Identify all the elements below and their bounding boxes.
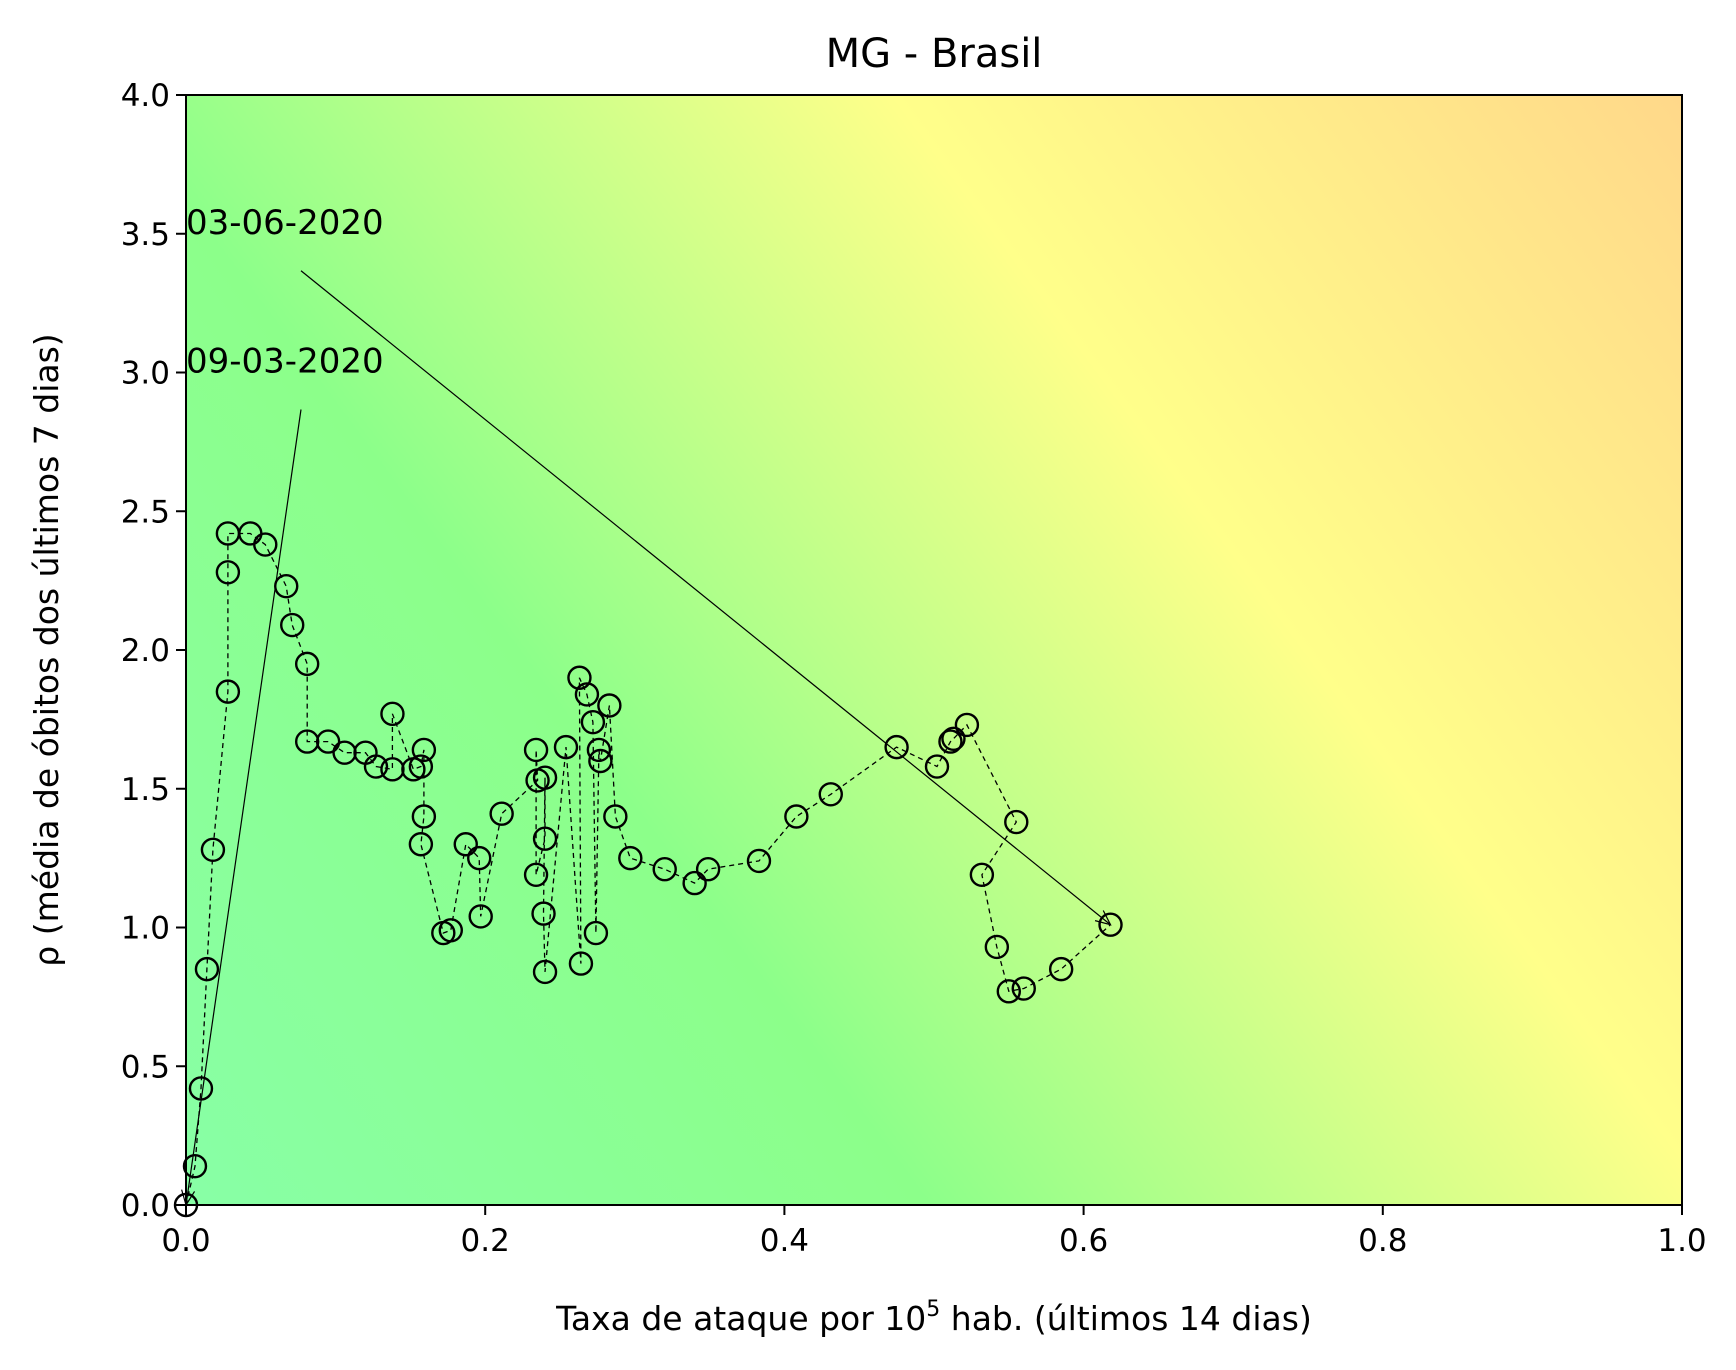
y-axis-ticks: 0.0 0.5 1.0 1.5 2.0 2.5 3.0 3.5 4.0: [121, 78, 186, 1224]
y-axis-title: ρ (média de óbitos dos últimos 7 dias): [27, 333, 66, 966]
y-tick-label: 1.0: [121, 911, 170, 947]
data-point: [818, 782, 843, 807]
data-point: [1048, 956, 1074, 982]
annotation-arrow-line: [300, 270, 1111, 926]
y-tick-label: 0.5: [121, 1049, 170, 1085]
data-point: [363, 754, 389, 779]
data-point: [411, 804, 437, 829]
data-point: [523, 862, 549, 887]
data-point: [618, 845, 643, 871]
data-point: [969, 862, 995, 887]
data-point: [215, 679, 241, 704]
data-point: [568, 951, 594, 976]
y-tick-label: 2.0: [121, 633, 170, 669]
data-point: [682, 870, 707, 896]
data-point: [597, 693, 622, 718]
data-point: [408, 754, 434, 779]
data-point: [996, 979, 1021, 1004]
x-tick-label: 0.8: [1358, 1223, 1407, 1259]
y-tick-label: 0.0: [121, 1188, 170, 1224]
data-point: [567, 665, 592, 690]
data-point: [984, 934, 1010, 960]
data-point: [215, 560, 241, 585]
data-point: [253, 532, 278, 557]
data-point: [280, 612, 305, 638]
x-tick-label: 0.6: [1059, 1223, 1108, 1259]
data-point: [380, 701, 405, 727]
data-point: [532, 765, 558, 790]
data-point: [453, 832, 478, 857]
y-tick-label: 2.5: [121, 494, 170, 530]
data-point: [603, 804, 628, 829]
x-axis-title-sup: 5: [926, 1297, 940, 1322]
x-tick-label: 0.0: [161, 1223, 210, 1259]
annotation-arrow-line: [185, 409, 302, 1206]
annotation-arrow-head: [1094, 910, 1112, 926]
chart-title: MG - Brasil: [826, 31, 1043, 77]
data-point: [532, 959, 558, 985]
series-line: [185, 532, 1111, 1206]
data-point: [954, 712, 980, 738]
data-point: [294, 651, 320, 677]
annotation-label: 09-03-2020: [186, 342, 384, 382]
x-tick-label: 0.4: [760, 1223, 809, 1259]
annotation-label: 03-06-2020: [186, 203, 384, 243]
data-point: [438, 918, 463, 943]
data-point: [784, 804, 809, 829]
data-point: [583, 920, 609, 946]
data-point: [531, 901, 556, 926]
plot-background: [186, 95, 1682, 1205]
x-axis-title-prefix: Taxa de ataque por 10: [555, 1299, 926, 1338]
y-tick-label: 3.0: [121, 356, 170, 392]
annotation-layer: 09-03-2020 03-06-2020: [181, 203, 1112, 1207]
data-point: [580, 709, 606, 735]
data-point: [1004, 809, 1029, 835]
data-point: [695, 857, 721, 882]
data-point: [588, 748, 613, 774]
x-axis-title: Taxa de ataque por 105 hab. (últimos 14 …: [555, 1297, 1312, 1338]
y-tick-label: 1.5: [121, 772, 170, 808]
data-point: [468, 904, 493, 929]
data-point: [182, 1153, 208, 1179]
data-point: [574, 682, 600, 707]
x-tick-label: 1.0: [1657, 1223, 1706, 1259]
data-point: [884, 734, 909, 760]
data-point: [315, 729, 341, 754]
data-point: [941, 726, 966, 751]
y-tick-label: 3.5: [121, 217, 170, 253]
data-point: [194, 956, 220, 982]
data-point: [1011, 976, 1036, 1001]
data-point: [586, 737, 612, 763]
y-tick-label: 4.0: [121, 78, 170, 114]
data-point: [408, 832, 434, 857]
data-point: [652, 857, 677, 882]
data-point: [523, 737, 549, 763]
data-point: [553, 734, 579, 760]
data-point: [489, 801, 514, 826]
data-point: [411, 737, 437, 763]
data-point: [924, 754, 950, 779]
data-point: [938, 729, 963, 754]
data-point: [1098, 912, 1123, 937]
x-axis-ticks: 0.0 0.2 0.4 0.6 0.8 1.0: [161, 1205, 1707, 1259]
x-axis-title-suffix: hab. (últimos 14 dias): [940, 1299, 1312, 1338]
data-point: [200, 837, 226, 862]
data-point: [532, 826, 558, 851]
data-point: [467, 845, 492, 871]
plot-layer: [173, 521, 1123, 1218]
x-tick-label: 0.2: [461, 1223, 510, 1259]
data-point: [746, 848, 772, 874]
